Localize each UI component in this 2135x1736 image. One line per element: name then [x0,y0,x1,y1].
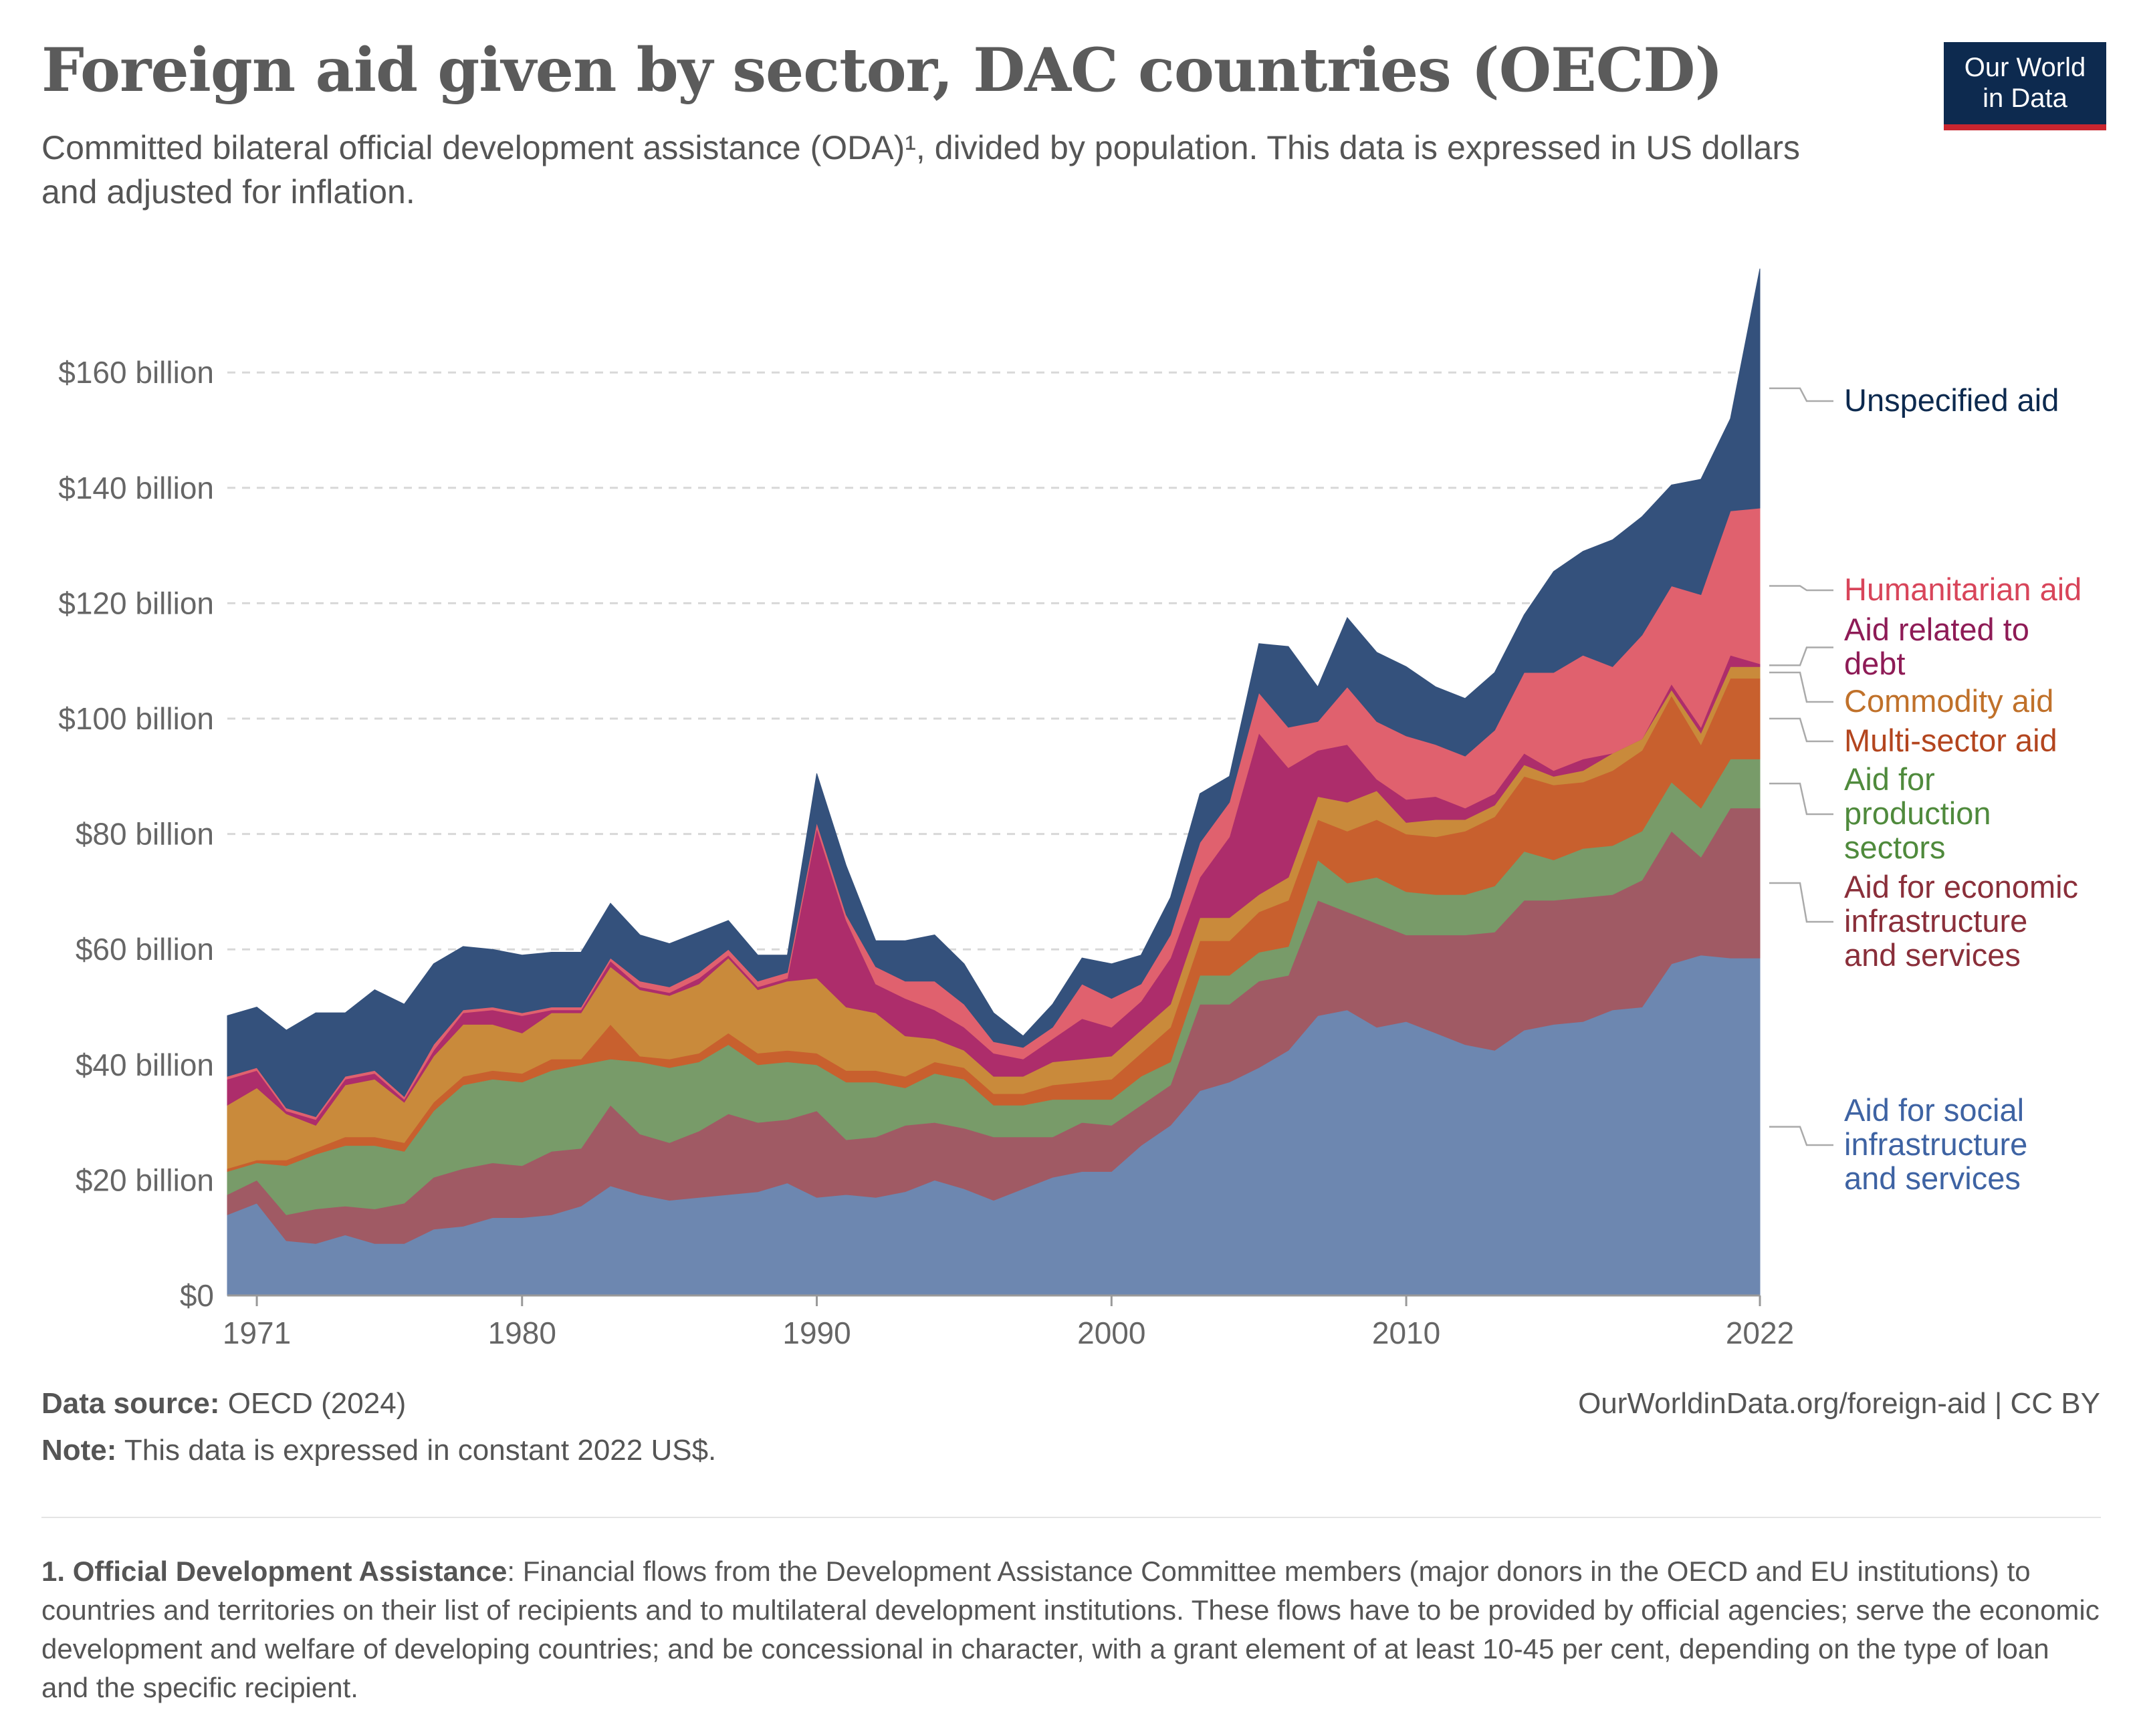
area-unspecified-aid [227,268,1761,1118]
series-label-line: Aid for economic [1844,869,2078,904]
logo-line-2: in Data [1983,84,2067,113]
series-label-line: Commodity aid [1844,683,2053,719]
series-label-humanitarian-aid: Humanitarian aid [1844,572,2082,607]
footnote-text: : Financial flows from the Development A… [41,1556,2100,1703]
series-label-line: infrastructure [1844,1126,2027,1162]
x-tick-label: 1971 [223,1316,291,1350]
series-label-aid-for-social-infrastructure-and-services: Aid for social infrastructure and services [1844,1092,2027,1196]
y-tick-label: $160 billion [58,355,214,390]
series-label-line: Aid for [1844,761,1935,797]
note-text: This data is expressed in constant 2022 … [124,1434,717,1467]
series-label-line: Multi-sector aid [1844,723,2057,758]
series-label-line: infrastructure [1844,903,2027,939]
series-label-line: Humanitarian aid [1844,572,2082,607]
series-labels: Aid for social infrastructure and services… [1769,382,2082,1196]
series-label-multi-sector-aid: Multi-sector aid [1844,723,2057,758]
y-tick-label: $40 billion [76,1047,214,1082]
footnote-label: 1. Official Development Assistance [41,1556,508,1587]
series-label-line: Aid related to [1844,612,2029,647]
y-tick-label: $120 billion [58,586,214,620]
label-connector [1769,882,1833,923]
series-label-line: debt [1844,646,1905,681]
label-connector [1769,1126,1833,1146]
y-tick-label: $100 billion [58,701,214,736]
series-label-line: sectors [1844,830,1946,865]
series-label-line: Unspecified aid [1844,382,2059,418]
series-label-aid-related-to-debt: Aid related to debt [1844,612,2029,681]
series-label-aid-for-economic-infrastructure-and-services: Aid for economic infrastructure and servic… [1844,869,2078,973]
label-connector [1769,717,1833,743]
owid-logo[interactable]: Our World in Data [1944,42,2106,130]
footer-divider [41,1517,2101,1518]
series-label-commodity-aid: Commodity aid [1844,683,2053,719]
source-url-link[interactable]: OurWorldinData.org/foreign-aid | CC BY [1578,1387,2100,1420]
note-label: Note: [41,1434,117,1467]
x-tick-label: 2010 [1372,1316,1440,1350]
series-label-line: production [1844,795,1991,831]
series-label-unspecified-aid: Unspecified aid [1844,382,2059,418]
y-tick-label: $140 billion [58,471,214,505]
label-connector [1769,646,1833,666]
chart-note: Note: This data is expressed in constant… [41,1434,716,1467]
logo-line-1: Our World [1964,53,2086,82]
y-tick-label: $60 billion [76,932,214,967]
footnote: 1. Official Development Assistance: Fina… [41,1552,2101,1707]
y-tick-label: $0 [180,1278,214,1313]
x-tick-label: 1990 [782,1316,851,1350]
axes: $0 $20 billion $40 billion $60 billion $80 b… [58,355,1794,1350]
series-label-aid-for-production-sectors: Aid for production sectors [1844,761,1991,865]
label-connector [1769,585,1833,592]
series-label-line: and services [1844,1160,2021,1196]
x-tick-label: 2022 [1726,1316,1794,1350]
data-source-text[interactable]: OECD (2024) [227,1387,407,1420]
x-tick-label: 1980 [488,1316,556,1350]
page-subtitle: Committed bilateral official development… [41,129,1800,211]
stacked-area-chart: $0 $20 billion $40 billion $60 billion $80 b… [58,268,2082,1350]
y-tick-label: $20 billion [76,1162,214,1197]
y-tick-label: $80 billion [76,817,214,852]
area-series-group [227,268,1761,1296]
data-source-label: Data source: [41,1387,220,1420]
data-source: Data source: OECD (2024) [41,1387,406,1420]
x-tick-label: 2000 [1077,1316,1145,1350]
page-title: Foreign aid given by sector, DAC countri… [41,35,1723,106]
label-connector [1769,782,1833,816]
series-label-line: Aid for social [1844,1092,2024,1128]
series-label-line: and services [1844,937,2021,973]
label-connector [1769,387,1833,402]
label-connector [1769,671,1833,703]
